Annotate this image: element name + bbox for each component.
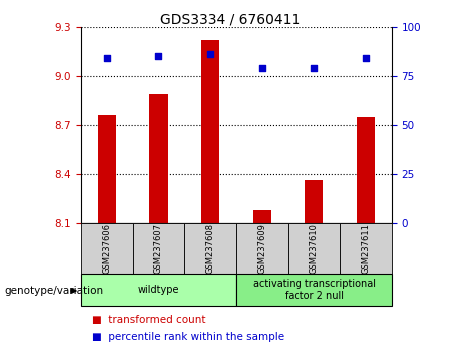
Bar <box>236 223 288 274</box>
Bar <box>81 223 133 274</box>
Text: genotype/variation: genotype/variation <box>5 286 104 296</box>
Bar <box>184 223 236 274</box>
Bar <box>253 210 271 223</box>
Bar <box>98 115 116 223</box>
Bar <box>288 223 340 274</box>
Text: GSM237606: GSM237606 <box>102 223 111 274</box>
Text: wildtype: wildtype <box>138 285 179 295</box>
Bar <box>357 116 375 223</box>
Bar <box>201 40 219 223</box>
Bar <box>149 94 167 223</box>
Text: GSM237610: GSM237610 <box>309 223 319 274</box>
Bar <box>236 274 392 306</box>
Bar <box>340 223 392 274</box>
Text: GSM237608: GSM237608 <box>206 223 215 274</box>
Point <box>103 55 110 61</box>
Point <box>310 65 318 71</box>
Text: ■  transformed count: ■ transformed count <box>92 315 206 325</box>
Point <box>207 51 214 57</box>
Bar <box>81 274 236 306</box>
Text: ■  percentile rank within the sample: ■ percentile rank within the sample <box>92 332 284 342</box>
Point <box>362 55 370 61</box>
Point <box>155 53 162 59</box>
Text: GSM237607: GSM237607 <box>154 223 163 274</box>
Bar <box>133 223 184 274</box>
Bar <box>305 181 323 223</box>
Text: activating transcriptional
factor 2 null: activating transcriptional factor 2 null <box>253 279 376 301</box>
Text: GSM237611: GSM237611 <box>361 223 371 274</box>
Text: GSM237609: GSM237609 <box>258 223 267 274</box>
Point <box>259 65 266 71</box>
Text: GDS3334 / 6760411: GDS3334 / 6760411 <box>160 12 301 27</box>
